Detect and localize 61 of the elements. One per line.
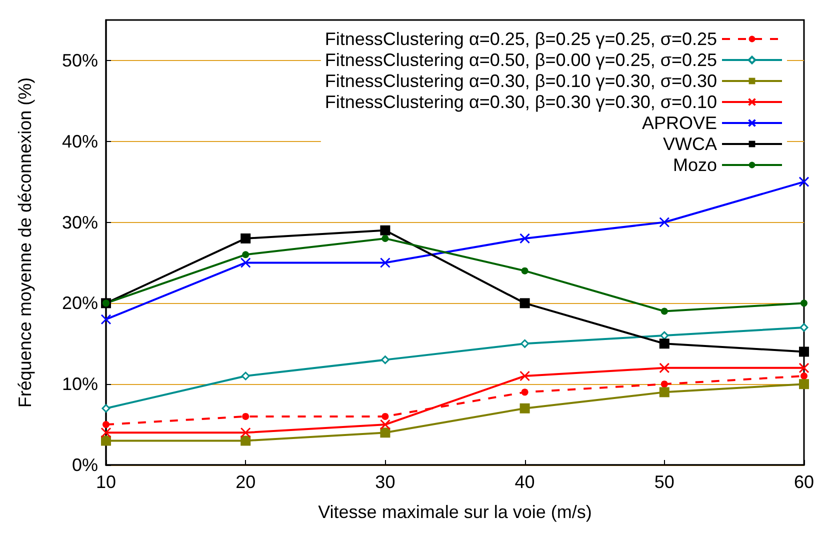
point: [382, 412, 389, 420]
x-axis-title: Vitesse maximale sur la voie (m/s): [318, 502, 592, 522]
point: [242, 251, 250, 258]
x-tick-label: 10: [96, 472, 116, 492]
point: [380, 225, 390, 236]
point: [659, 362, 670, 374]
x-tick-label: 20: [236, 472, 256, 492]
point: [798, 176, 810, 188]
point: [380, 257, 390, 268]
point: [520, 370, 530, 382]
point: [520, 233, 530, 244]
legend-label: APROVE: [642, 113, 717, 133]
y-tick-label: 20%: [62, 293, 98, 314]
point: [660, 331, 669, 340]
point: [798, 346, 809, 357]
y-tick-label: 30%: [62, 212, 98, 232]
point: [382, 234, 389, 242]
point: [102, 404, 110, 413]
point: [240, 233, 251, 244]
point: [521, 388, 528, 396]
legend-label: VWCA: [663, 134, 717, 154]
point: [100, 314, 112, 325]
y-tick-label: 50%: [62, 50, 98, 70]
point: [520, 339, 530, 348]
y-tick-label: 0%: [72, 455, 98, 475]
point: [660, 380, 668, 388]
point: [800, 372, 808, 380]
point: [380, 356, 390, 364]
x-tick-label: 40: [514, 472, 535, 492]
point: [800, 300, 808, 307]
point: [240, 257, 251, 268]
point: [798, 362, 810, 374]
point: [380, 419, 390, 430]
point: [520, 298, 530, 308]
point: [659, 387, 670, 398]
point: [659, 338, 670, 349]
point: [240, 436, 251, 446]
point: [660, 308, 668, 315]
point: [521, 267, 528, 274]
legend-label: FitnessClustering α=0.30, β=0.10 γ=0.30, σ=0.30: [324, 71, 717, 91]
point: [100, 427, 112, 438]
legend-label: Mozo: [672, 155, 717, 175]
x-tick-label: 60: [794, 472, 814, 492]
legend-label: FitnessClustering α=0.25, β=0.25 γ=0.25, σ=0.25: [324, 29, 717, 49]
x-tick-label: 50: [654, 472, 674, 492]
point: [520, 403, 530, 414]
y-tick-label: 40%: [62, 131, 98, 152]
point: [659, 217, 670, 228]
point: [101, 436, 111, 446]
point: [798, 379, 809, 390]
point: [102, 421, 110, 428]
point: [240, 427, 251, 438]
y-axis-title: Fréquence moyenne de déconnexion (%): [15, 77, 35, 408]
legend-label: FitnessClustering α=0.30, β=0.30 γ=0.30, σ=0.10: [324, 92, 717, 112]
point: [241, 372, 250, 380]
point: [800, 323, 808, 332]
y-tick-label: 10%: [62, 374, 98, 394]
point: [242, 412, 250, 420]
legend-label: FitnessClustering α=0.50, β=0.00 γ=0.25, σ=0.25: [324, 50, 717, 70]
x-tick-label: 30: [375, 472, 396, 492]
point: [380, 428, 390, 438]
